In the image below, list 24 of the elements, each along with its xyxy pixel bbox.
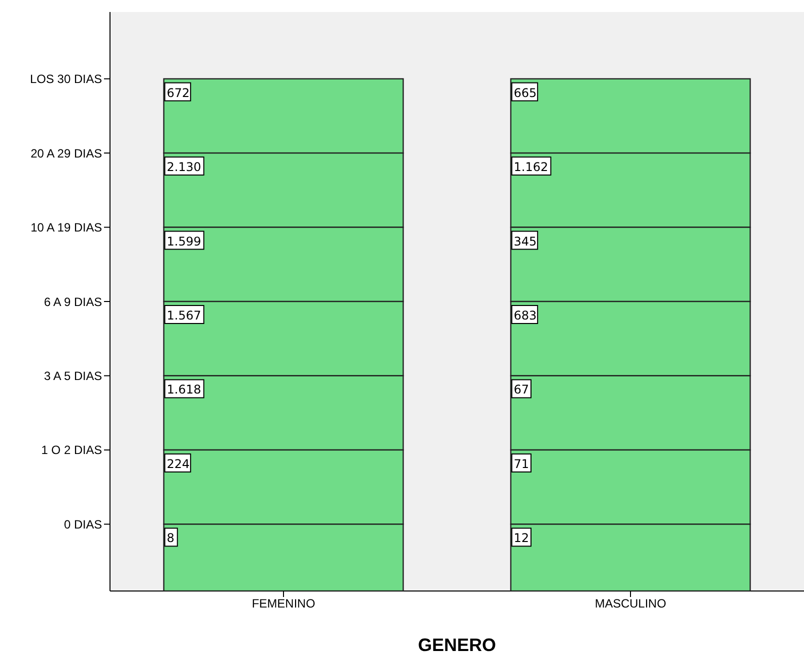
data-label: 1.618	[166, 382, 202, 397]
y-tick-label: 0 DIAS	[64, 517, 102, 532]
x-tick-label: FEMENINO	[252, 596, 316, 611]
y-tick-label: 10 A 19 DIAS	[30, 220, 102, 235]
y-tick-label: 20 A 29 DIAS	[30, 146, 102, 160]
data-label: 2.130	[166, 160, 202, 174]
data-label: 1.567	[166, 308, 202, 322]
y-tick-label: LOS 30 DIAS	[30, 72, 102, 86]
data-label: 1.162	[514, 160, 548, 174]
data-label: 683	[514, 308, 537, 322]
x-tick-label: MASCULINO	[594, 596, 666, 611]
y-tick-label: 1 O 2 DIAS	[41, 443, 102, 458]
y-tick-label: 6 A 9 DIAS	[44, 294, 102, 309]
x-axis-title: GENERO	[418, 635, 496, 655]
data-label: 12	[514, 531, 530, 546]
data-label: 8	[166, 531, 174, 546]
data-label: 67	[514, 382, 530, 397]
data-label: 1.599	[166, 234, 202, 248]
data-label: 224	[166, 456, 190, 471]
data-label: 345	[514, 234, 537, 248]
data-label: 71	[514, 456, 530, 471]
data-label: 672	[166, 86, 190, 100]
data-label: 665	[514, 86, 537, 100]
y-tick-label: 3 A 5 DIAS	[44, 368, 102, 383]
